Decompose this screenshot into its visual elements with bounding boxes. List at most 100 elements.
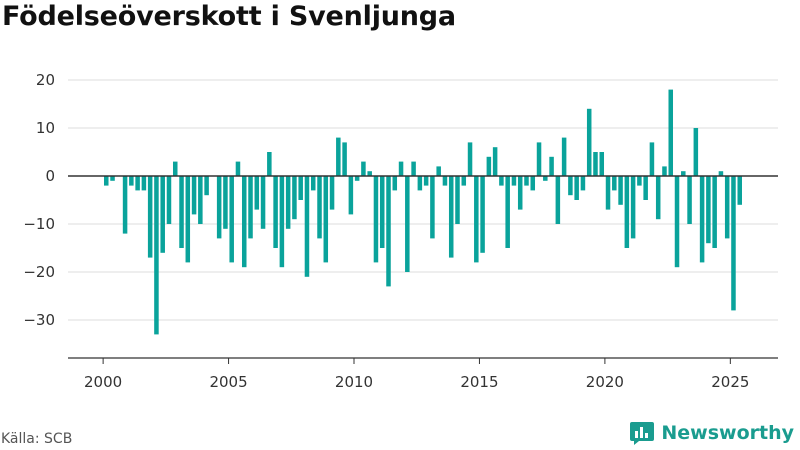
- bar: [543, 176, 548, 181]
- bars: [104, 89, 742, 335]
- bar: [668, 89, 674, 176]
- bar: [204, 176, 209, 196]
- bar: [693, 128, 699, 176]
- bar: [662, 166, 667, 176]
- bar: [329, 176, 335, 210]
- bar: [223, 176, 228, 229]
- bar: [235, 161, 241, 176]
- bar: [423, 176, 429, 186]
- x-tick-label: 2015: [460, 373, 498, 391]
- bar: [718, 171, 724, 176]
- bar: [398, 161, 404, 176]
- bar: [267, 152, 272, 176]
- x-tick-label: 2025: [711, 373, 749, 391]
- bar: [216, 176, 222, 239]
- bar: [154, 176, 159, 335]
- bar: [273, 176, 278, 248]
- bar: [586, 108, 592, 176]
- bar: [104, 176, 109, 186]
- y-tick-label: 0: [45, 167, 55, 185]
- bar: [731, 176, 736, 311]
- x-tick-label: 2000: [84, 373, 122, 391]
- bar: [279, 176, 285, 268]
- bar: [254, 176, 260, 210]
- y-tick-label: −30: [23, 311, 55, 329]
- bar: [285, 176, 291, 229]
- bar: [637, 176, 642, 186]
- bar: [417, 176, 423, 191]
- bar: [367, 171, 372, 176]
- x-tick-label: 2010: [335, 373, 373, 391]
- bar: [574, 176, 579, 200]
- bar: [379, 176, 385, 248]
- bar: [624, 176, 630, 248]
- bar: [172, 161, 178, 176]
- bar: [486, 156, 492, 176]
- bar: [323, 176, 329, 263]
- bar: [229, 176, 234, 263]
- bar: [260, 176, 266, 229]
- x-tick-label: 2020: [586, 373, 624, 391]
- x-axis-labels: 2000 2005 2010 2015 2020 2025: [84, 373, 749, 391]
- bar: [561, 137, 567, 176]
- bar: [336, 137, 341, 176]
- bar: [354, 176, 360, 181]
- bar: [461, 176, 467, 186]
- bar: [593, 152, 598, 176]
- bar: [712, 176, 717, 248]
- bar: [517, 176, 523, 210]
- bar: [392, 176, 398, 191]
- bar: [241, 176, 247, 268]
- y-tick-label: 10: [36, 119, 55, 137]
- bar: [430, 176, 435, 239]
- bar: [198, 176, 203, 224]
- bar: [361, 161, 366, 176]
- bar: [580, 176, 586, 191]
- bar: [310, 176, 316, 191]
- bar: [706, 176, 711, 244]
- bar: [536, 142, 542, 176]
- bar: [511, 176, 517, 186]
- bar: [141, 176, 147, 191]
- bar: [129, 176, 134, 186]
- bar: [524, 176, 529, 186]
- bar: [185, 176, 191, 263]
- bar: [655, 176, 661, 220]
- bar: [342, 142, 347, 176]
- bar: [373, 176, 379, 263]
- bar: [179, 176, 184, 248]
- y-tick-label: 20: [36, 71, 55, 89]
- bar: [555, 176, 561, 224]
- bar: [643, 176, 648, 200]
- bar: [467, 142, 473, 176]
- newsworthy-logo-icon: [630, 422, 655, 445]
- bar: [612, 176, 617, 191]
- bar: [455, 176, 460, 224]
- brand-logo[interactable]: Newsworthy: [629, 420, 794, 446]
- axes: [68, 175, 778, 364]
- bar: [724, 176, 730, 239]
- bar: [317, 176, 322, 239]
- bar: [474, 176, 479, 263]
- bar: [191, 176, 197, 215]
- bar: [436, 166, 441, 176]
- bar: [737, 176, 742, 205]
- y-tick-label: −10: [23, 215, 55, 233]
- y-axis-labels: 20 10 0 −10 −20 −30: [23, 71, 55, 329]
- bar: [630, 176, 636, 239]
- bar: [348, 176, 354, 215]
- bar: [618, 176, 623, 205]
- bar: [411, 161, 416, 176]
- bar: [649, 142, 655, 176]
- bar: [699, 176, 705, 263]
- y-tick-label: −20: [23, 263, 55, 281]
- bar: [530, 176, 536, 191]
- bar: [135, 176, 140, 191]
- bar: [687, 176, 692, 224]
- bar: [122, 176, 128, 234]
- bar: [248, 176, 253, 239]
- bar: [166, 176, 172, 224]
- bar: [386, 176, 391, 287]
- bar: [605, 176, 611, 210]
